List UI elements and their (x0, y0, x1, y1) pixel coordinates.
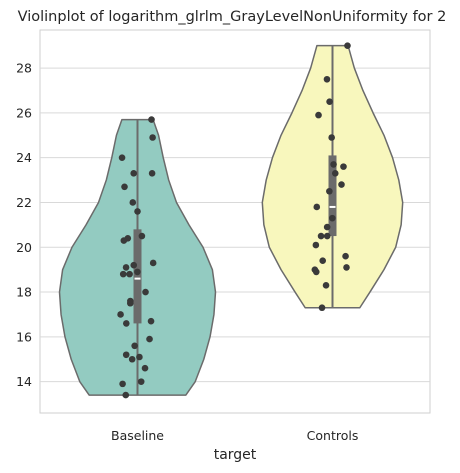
data-point (142, 288, 149, 296)
data-point (119, 380, 126, 388)
data-point (122, 320, 130, 327)
data-point (330, 161, 337, 168)
violin-controls (261, 42, 404, 312)
violin-baseline (58, 116, 217, 399)
data-point (146, 335, 153, 343)
data-point (129, 199, 137, 206)
data-point (136, 353, 143, 361)
data-point (118, 154, 126, 161)
data-point (149, 134, 156, 141)
data-point (130, 170, 137, 177)
data-point (122, 391, 130, 399)
y-axis-ticks: 14 16 18 20 22 24 26 28 (16, 61, 32, 390)
data-point (141, 364, 149, 372)
x-axis-ticks: Baseline Controls (111, 428, 358, 443)
y-tick-label: 26 (16, 105, 32, 120)
data-point (127, 299, 134, 307)
data-point (331, 170, 339, 177)
data-point (338, 181, 345, 188)
data-point (148, 170, 156, 177)
data-point (323, 75, 331, 83)
data-point (131, 342, 138, 350)
data-point (312, 241, 320, 249)
data-point (326, 187, 333, 195)
data-point (328, 134, 335, 141)
data-point (329, 214, 336, 222)
y-tick-label: 24 (16, 150, 32, 165)
data-point (148, 116, 155, 123)
data-point (344, 42, 351, 49)
data-point (121, 183, 128, 191)
data-point (319, 257, 327, 265)
data-point (340, 163, 347, 170)
x-tick-label: Baseline (111, 428, 164, 443)
data-point (315, 111, 322, 119)
data-point (122, 351, 130, 359)
data-point (120, 237, 128, 244)
data-point (122, 264, 130, 271)
data-point (323, 223, 331, 231)
iqr-box (133, 229, 142, 324)
data-point (119, 270, 127, 278)
data-point (137, 378, 145, 385)
data-point (149, 259, 157, 267)
data-point (317, 232, 325, 240)
y-tick-label: 28 (16, 61, 32, 76)
data-point (313, 203, 321, 211)
data-point (138, 232, 146, 240)
violins (58, 42, 404, 399)
data-point (343, 264, 350, 271)
y-tick-label: 14 (16, 374, 32, 389)
data-point (128, 355, 136, 363)
data-point (312, 268, 320, 276)
y-tick-label: 20 (16, 240, 32, 255)
iqr-box (328, 155, 337, 237)
x-axis-label: target (214, 447, 257, 463)
data-point (126, 270, 133, 278)
x-tick-label: Controls (307, 428, 359, 443)
y-tick-label: 22 (16, 195, 32, 210)
data-point (318, 304, 326, 312)
data-point (147, 317, 155, 325)
data-point (117, 311, 124, 318)
data-point (322, 282, 330, 289)
data-point (323, 232, 331, 240)
data-point (134, 208, 141, 215)
y-tick-label: 18 (16, 285, 32, 300)
data-point (342, 252, 349, 260)
data-point (130, 261, 138, 269)
chart-title: Violinplot of logarithm_glrlm_GrayLevelN… (18, 9, 447, 25)
data-point (326, 98, 333, 105)
y-tick-label: 16 (16, 329, 32, 344)
data-point (134, 268, 141, 276)
